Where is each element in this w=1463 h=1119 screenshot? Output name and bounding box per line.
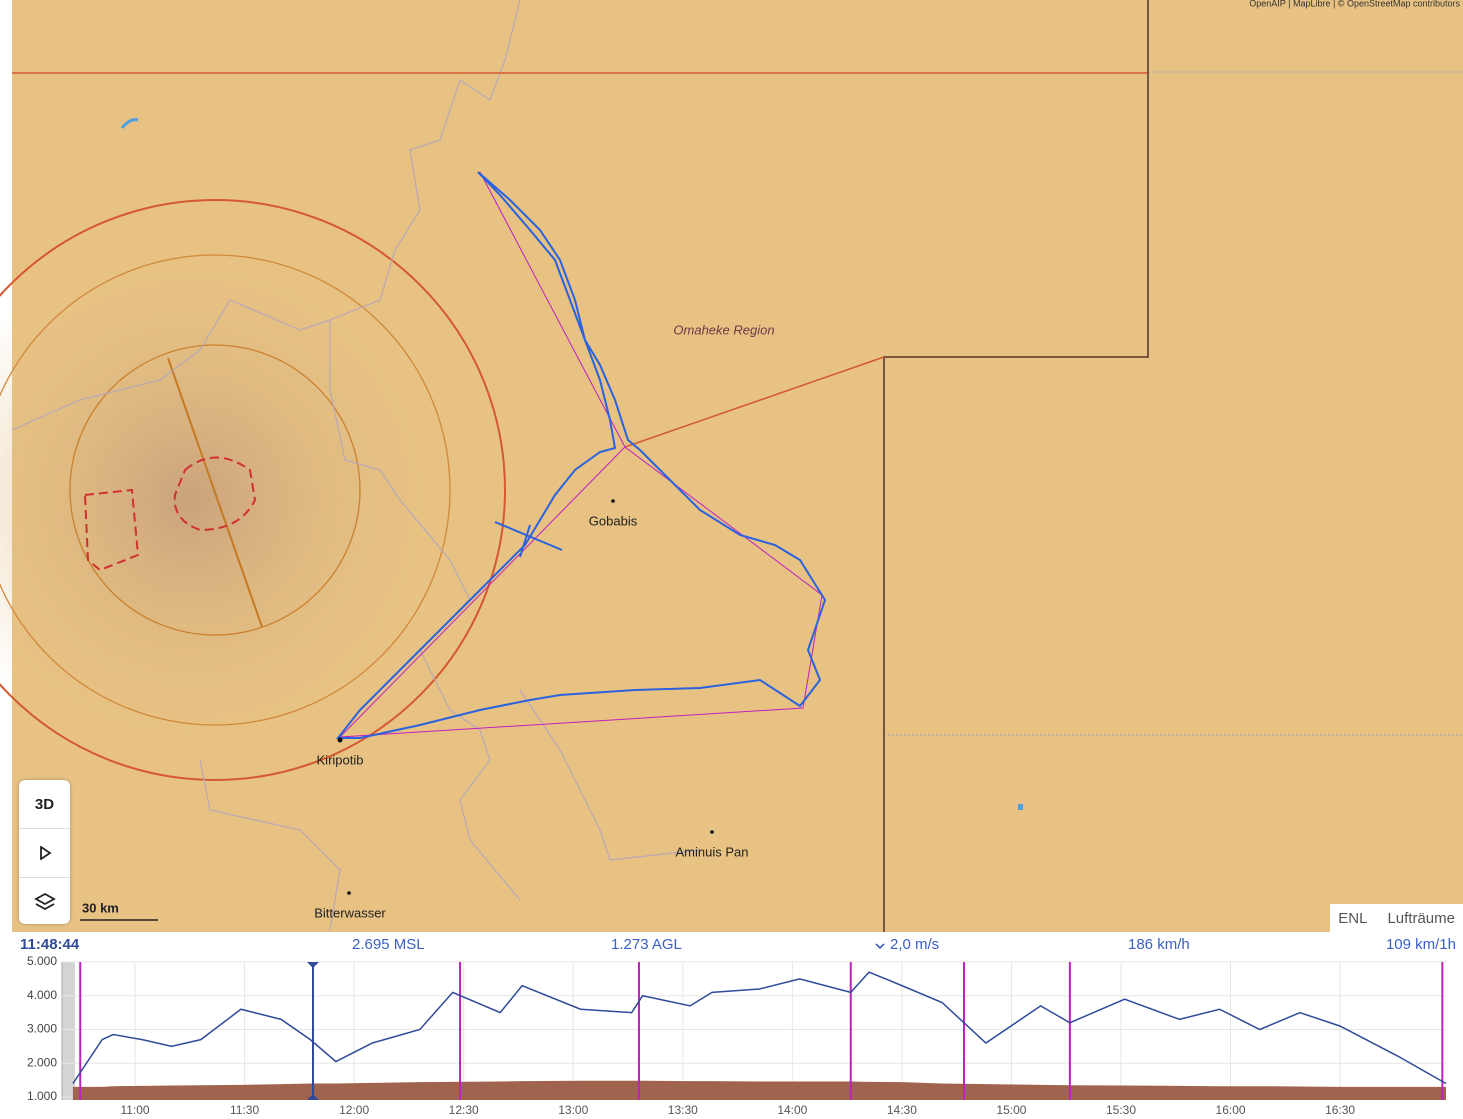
x-tick-label: 14:30: [887, 1103, 917, 1117]
play-button[interactable]: [19, 829, 70, 878]
layers-icon: [33, 892, 56, 911]
x-tick-label: 11:00: [120, 1103, 149, 1117]
place-label: Bitterwasser: [314, 905, 386, 920]
y-tick-label: 5.000: [27, 954, 57, 968]
x-tick-label: 14:00: [777, 1103, 807, 1117]
boundaries: [12, 0, 1463, 932]
y-tick-label: 2.000: [27, 1055, 57, 1069]
average-speed: 109 km/1h: [1385, 936, 1456, 953]
y-tick-label: 4.000: [27, 988, 57, 1002]
lake: [120, 118, 139, 129]
x-tick-label: 16:00: [1216, 1103, 1246, 1117]
msl: 2.695 MSL: [352, 936, 425, 953]
lake: [1018, 804, 1023, 810]
vario: 2,0 m/s: [890, 936, 940, 953]
tab[interactable]: Lufträume: [1387, 910, 1455, 927]
place-dots: [337, 499, 714, 895]
x-tick-label: 15:30: [1106, 1103, 1136, 1117]
place-label: Kiripotib: [317, 752, 364, 767]
agl: 1.273 AGL: [611, 936, 682, 953]
x-tick-label: 11:30: [230, 1103, 259, 1117]
region-label: Omaheke Region: [673, 322, 774, 337]
x-tick-label: 13:00: [558, 1103, 588, 1117]
layers-button[interactable]: [19, 878, 70, 926]
terrain-area: [72, 1080, 1446, 1100]
x-tick-label: 15:00: [996, 1103, 1026, 1117]
attribution[interactable]: OpenAIP | MapLibre | © OpenStreetMap con…: [1249, 0, 1460, 8]
flight-track: [335, 171, 827, 739]
tab[interactable]: ENL: [1338, 910, 1368, 927]
map-controls: 3D: [19, 780, 70, 924]
place-label: Gobabis: [589, 513, 638, 528]
chart-shade: [62, 962, 75, 1100]
glider-icon: [494, 521, 563, 558]
y-tick-label: 3.000: [27, 1022, 57, 1036]
vario-icon: [875, 943, 885, 950]
x-tick-label: 13:30: [668, 1103, 698, 1117]
x-tick-label: 16:30: [1325, 1103, 1355, 1117]
x-tick-label: 12:00: [339, 1103, 369, 1117]
task-lines: [338, 171, 823, 738]
tabs: ENL Lufträume: [1330, 904, 1463, 933]
time: 11:48:44: [20, 936, 80, 953]
borders: [11, 0, 701, 931]
play-icon: [39, 846, 52, 860]
airspace: [0, 199, 506, 781]
place-label: Aminuis Pan: [676, 844, 749, 859]
speed: 186 km/h: [1128, 936, 1190, 953]
3d-button[interactable]: 3D: [19, 780, 70, 829]
altitude-line: [72, 971, 1447, 1085]
scale-label: 30 km: [82, 900, 119, 915]
y-tick-label: 1.000: [27, 1089, 57, 1103]
terrain-shading: [0, 240, 450, 760]
x-tick-label: 12:30: [449, 1103, 479, 1117]
